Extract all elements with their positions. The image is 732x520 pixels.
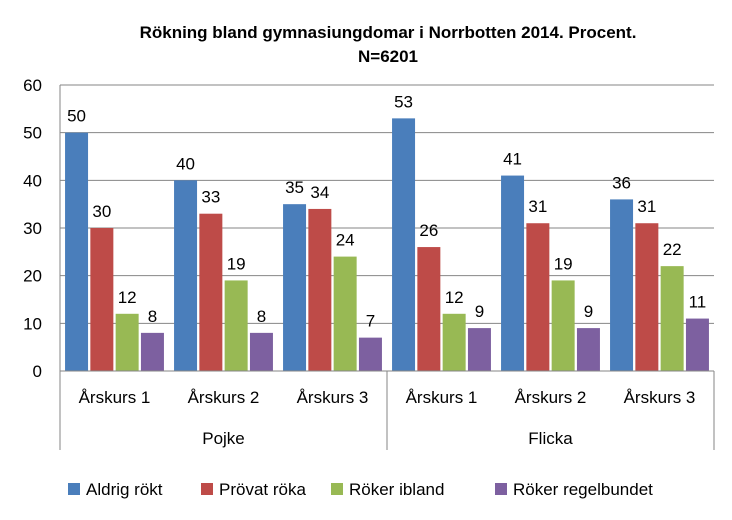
legend-label: Prövat röka [219,480,306,499]
data-label: 30 [92,202,111,221]
bar [90,228,114,371]
legend-label: Röker regelbundet [513,480,653,499]
legend-swatch [68,483,80,495]
bar [551,280,575,371]
data-label: 9 [475,302,484,321]
x-axis: Årskurs 1 Årskurs 2 Årskurs 3 Årskurs 1 Årsk… [59,85,715,450]
bar [660,266,684,371]
data-label: 41 [503,150,522,169]
bar [685,318,709,371]
data-label: 36 [612,173,631,192]
bar [333,256,357,371]
data-label: 12 [445,288,464,307]
bar [442,313,466,371]
bar [199,213,223,371]
bar [467,328,491,371]
bar [65,132,89,371]
bar [635,223,659,371]
data-label: 9 [584,302,593,321]
data-labels: 50 30 12 8 40 33 19 8 35 34 24 7 53 26 12 9 41 31 19 9 36 31 2… [67,92,706,330]
data-label: 26 [419,221,438,240]
legend-swatch [201,483,213,495]
bar [283,204,307,371]
data-label: 11 [689,293,707,312]
legend-swatch [495,483,507,495]
legend-label: Röker ibland [349,480,444,499]
data-label: 22 [663,240,682,259]
x-category-label: Årskurs 1 [406,388,478,407]
y-tick-label: 30 [23,219,42,238]
legend-swatch [331,483,343,495]
data-label: 8 [148,307,157,326]
data-label: 19 [227,254,246,273]
data-label: 53 [394,92,413,111]
y-tick-label: 50 [23,124,42,143]
bar [115,313,139,371]
legend-label: Aldrig rökt [86,480,163,499]
bar [358,337,382,371]
bar [392,118,416,371]
x-category-label: Årskurs 3 [624,388,696,407]
data-label: 33 [201,188,220,207]
bar [610,199,634,371]
bar [501,175,525,371]
data-label: 24 [336,231,355,250]
data-label: 12 [118,288,137,307]
bar [308,208,332,371]
data-label: 8 [257,307,266,326]
data-label: 50 [67,107,86,126]
data-label: 19 [554,254,573,273]
legend: Aldrig rökt Prövat röka Röker ibland Röker … [68,480,653,499]
chart-title-line-2: N=6201 [358,47,418,66]
y-tick-label: 10 [23,314,42,333]
data-label: 34 [310,183,329,202]
x-group-label: Flicka [528,429,573,448]
bar [174,180,198,371]
y-tick-label: 20 [23,267,42,286]
gridlines [60,84,714,324]
bars [65,118,709,371]
data-label: 40 [176,154,195,173]
bar [249,332,273,371]
y-tick-label: 0 [33,362,42,381]
chart-title-line-1: Rökning bland gymnasiungdomar i Norrbott… [140,23,637,42]
bar [140,332,164,371]
bar [576,328,600,371]
data-label: 31 [528,197,547,216]
x-group-label: Pojke [202,429,245,448]
x-category-label: Årskurs 2 [515,388,587,407]
y-tick-label: 60 [23,76,42,95]
bar [224,280,248,371]
y-tick-label: 40 [23,171,42,190]
x-category-label: Årskurs 3 [297,388,369,407]
y-axis-ticks: 0 10 20 30 40 50 60 [23,76,42,381]
bar [526,223,550,371]
data-label: 31 [637,197,656,216]
x-category-label: Årskurs 1 [79,388,151,407]
bar [417,247,441,371]
x-category-label: Årskurs 2 [188,388,260,407]
data-label: 35 [285,178,304,197]
data-label: 7 [366,312,375,331]
